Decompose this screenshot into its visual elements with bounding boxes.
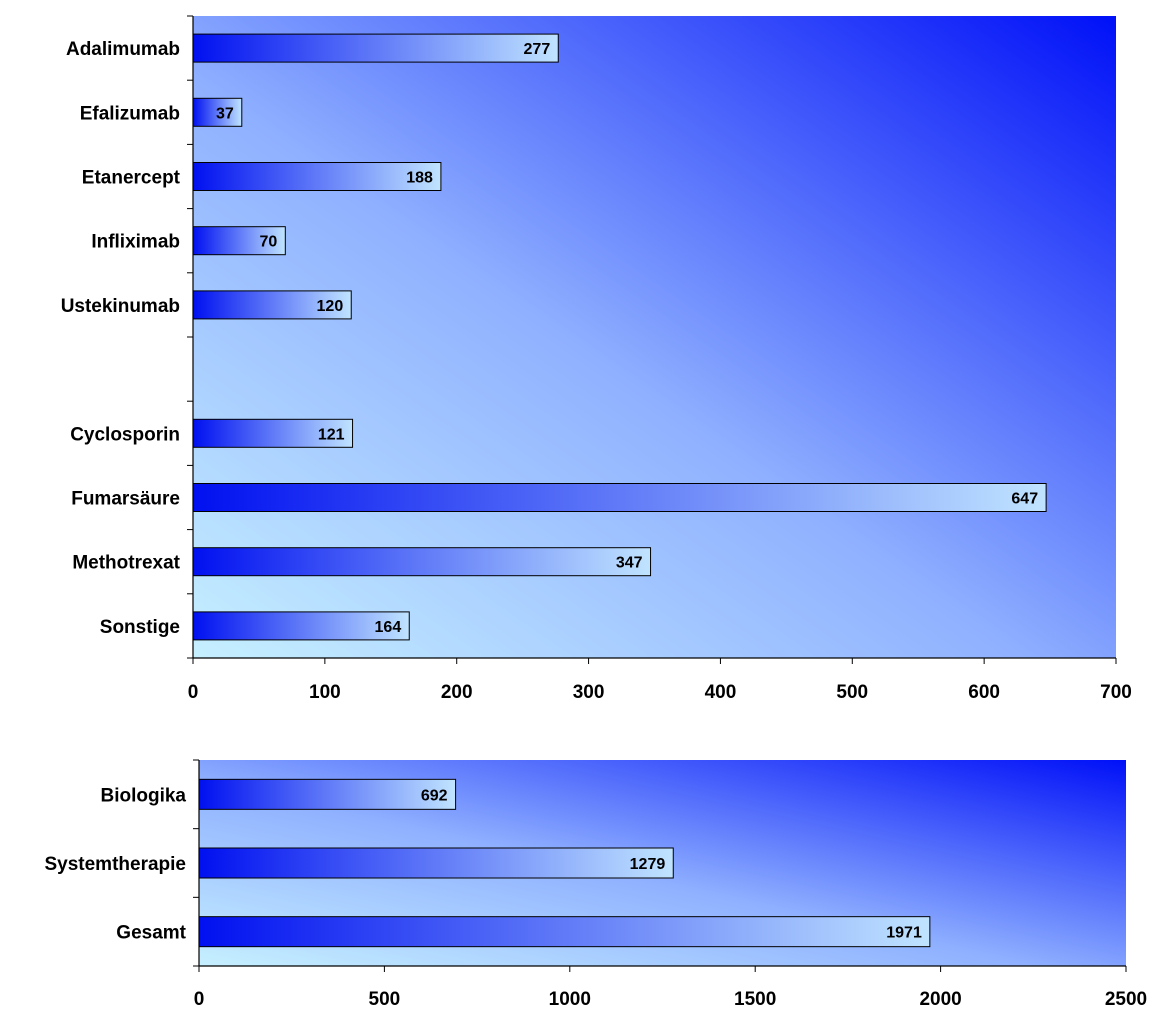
category-label: Fumarsäure xyxy=(71,489,180,510)
x-tick-label: 2500 xyxy=(1105,989,1147,1010)
x-tick-label: 100 xyxy=(309,682,341,703)
category-label: Cyclosporin xyxy=(70,424,180,445)
data-label: 347 xyxy=(616,555,643,572)
data-label: 692 xyxy=(421,787,448,804)
category-label: Etanercept xyxy=(82,168,181,189)
data-label: 37 xyxy=(216,105,234,122)
data-label: 1279 xyxy=(630,856,666,873)
x-tick-label: 0 xyxy=(188,682,199,703)
data-label: 120 xyxy=(317,298,344,315)
data-label: 121 xyxy=(318,426,345,443)
category-label: Ustekinumab xyxy=(61,296,180,317)
bar-gesamt xyxy=(198,916,931,948)
x-tick-label: 0 xyxy=(194,989,205,1010)
category-label: Gesamt xyxy=(116,923,186,944)
x-tick-label: 2000 xyxy=(919,989,961,1010)
bar-cyclosporin xyxy=(192,418,354,448)
category-label: Biologika xyxy=(100,785,186,806)
x-tick-label: 1500 xyxy=(734,989,776,1010)
bar-efalizumab xyxy=(192,97,243,127)
category-label: Efalizumab xyxy=(80,103,180,124)
data-label: 164 xyxy=(375,619,402,636)
data-label: 277 xyxy=(524,41,551,58)
category-label: Infliximab xyxy=(91,232,180,253)
category-label: Systemtherapie xyxy=(44,854,186,875)
x-tick-label: 500 xyxy=(369,989,401,1010)
x-tick-label: 700 xyxy=(1100,682,1132,703)
data-label: 188 xyxy=(406,170,433,187)
data-label: 1971 xyxy=(886,925,922,942)
bar-infliximab xyxy=(192,226,286,256)
bar-adalimumab xyxy=(192,33,559,63)
x-tick-label: 1000 xyxy=(549,989,591,1010)
x-tick-label: 300 xyxy=(573,682,605,703)
x-tick-label: 500 xyxy=(836,682,868,703)
bar-systemtherapie xyxy=(198,847,674,879)
bar-fumarsäure xyxy=(192,483,1047,512)
bar-sonstige xyxy=(192,611,410,641)
drug-bar-chart: 277 Adalimumab 37 Efalizumab 188 Etanercept 70… xyxy=(61,15,1132,703)
category-label: Adalimumab xyxy=(66,39,180,60)
summary-bar-chart: 692 Biologika 1279 Systemtherapie 1971 Gesamt… xyxy=(44,759,1147,1010)
data-label: 647 xyxy=(1011,491,1038,508)
x-tick-label: 400 xyxy=(705,682,737,703)
bar-ustekinumab xyxy=(192,290,352,320)
category-label: Methotrexat xyxy=(72,553,180,574)
bar-etanercept xyxy=(192,162,442,191)
data-label: 70 xyxy=(260,234,278,251)
bar-methotrexat xyxy=(192,547,652,577)
x-tick-label: 600 xyxy=(968,682,1000,703)
x-tick-label: 200 xyxy=(441,682,473,703)
bar-biologika xyxy=(198,778,457,810)
category-label: Sonstige xyxy=(100,617,180,638)
